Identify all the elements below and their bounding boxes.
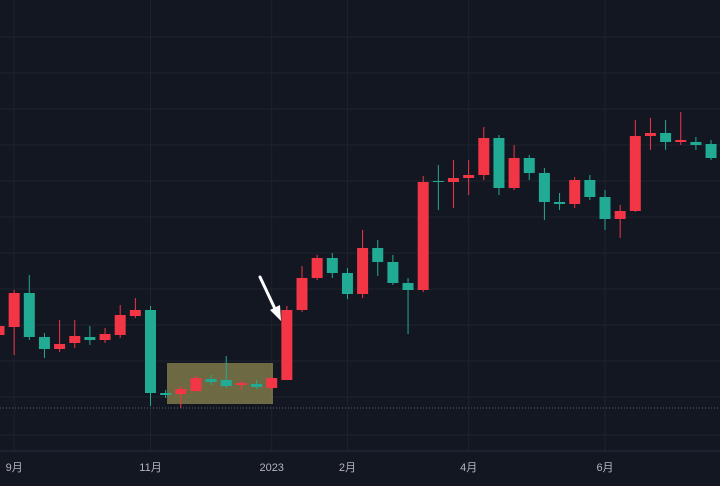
candle-body [493, 138, 505, 188]
candle-body [251, 384, 263, 387]
candle-body [478, 138, 490, 175]
candle-body [114, 315, 126, 335]
candle-body [205, 379, 217, 382]
candle-body [311, 258, 323, 278]
candle-body [584, 180, 596, 197]
highlight-box [167, 363, 273, 404]
candle-body [417, 182, 429, 290]
candle-body [705, 144, 717, 158]
candle-body [569, 180, 581, 204]
candle-body [326, 258, 338, 273]
x-tick-label: 4月 [460, 462, 477, 474]
candle-body [220, 380, 232, 386]
arrow-shaft [258, 275, 278, 313]
candle-body [8, 293, 20, 327]
candle-body [690, 142, 702, 145]
candle-body [266, 378, 278, 388]
x-tick-label: 2月 [339, 462, 356, 474]
candle-body [341, 273, 353, 294]
candle-body [190, 378, 202, 391]
candle-body [129, 310, 141, 316]
candle-body [175, 389, 187, 394]
candle-body [84, 337, 96, 340]
candle-body [281, 310, 293, 380]
x-tick-label: 9月 [6, 462, 23, 474]
candle-body [387, 262, 399, 283]
x-tick-label: 11月 [139, 462, 161, 474]
candles [0, 112, 717, 408]
candle-body [54, 344, 66, 349]
candle-body [357, 248, 369, 294]
candle-body [145, 310, 156, 393]
candle-body [660, 133, 672, 142]
candle-body [372, 248, 384, 262]
arrow [258, 275, 281, 321]
candle-body [99, 334, 111, 340]
arrow-head [270, 305, 281, 321]
candle-body [448, 178, 459, 182]
candle-body [644, 133, 656, 136]
candle-body [160, 393, 172, 395]
candle-body [523, 158, 535, 173]
candle-body [432, 181, 444, 182]
candle-body [554, 202, 566, 204]
candle-body [38, 337, 50, 349]
candle-body [599, 197, 611, 219]
candle-body [0, 326, 5, 335]
candle-body [629, 136, 641, 211]
candle-body [614, 211, 626, 219]
candle-body [296, 278, 308, 310]
x-axis-labels: 9月 11月 2023 2月 4月 6月 [6, 462, 614, 474]
candle-body [402, 283, 414, 290]
candle-body [508, 158, 520, 188]
candle-body [538, 173, 550, 202]
candle-body [235, 383, 247, 385]
x-tick-label: 2023 [259, 462, 283, 474]
candle-body [675, 140, 687, 142]
candle-body [69, 336, 81, 343]
x-tick-label: 6月 [596, 462, 613, 474]
candle-body [463, 175, 475, 178]
candle-body [23, 293, 35, 337]
